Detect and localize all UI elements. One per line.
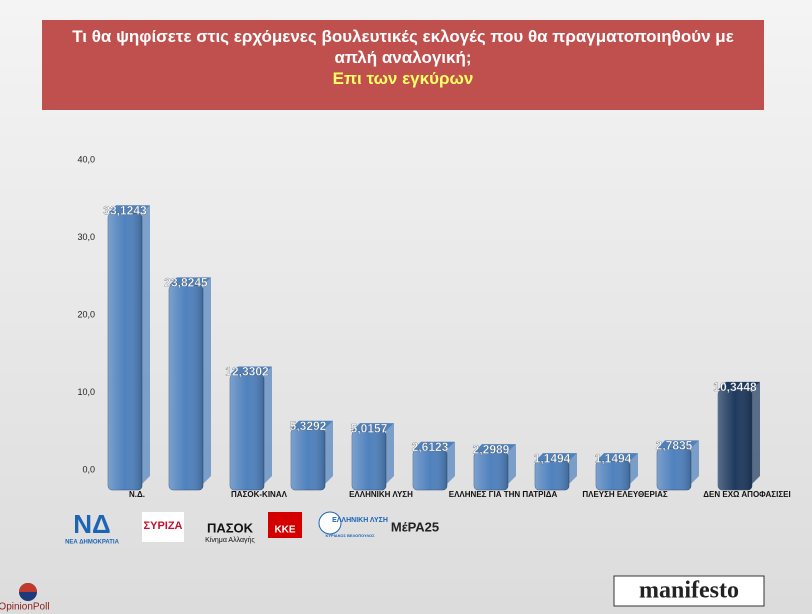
- value-label: 33,1243: [103, 203, 147, 217]
- value-label: 23,8245: [164, 276, 208, 290]
- value-label: 2,2989: [473, 442, 510, 456]
- bar-side: [508, 444, 516, 484]
- bar-side: [569, 453, 577, 484]
- bar-shade: [474, 452, 508, 490]
- bar-shade: [352, 431, 386, 490]
- y-tick-label: 20,0: [77, 309, 95, 319]
- logo-box: [268, 512, 302, 538]
- logo: Κίνημα Αλλαγής: [205, 536, 255, 544]
- bar-shade: [657, 448, 691, 490]
- y-tick-label: 30,0: [77, 232, 95, 242]
- x-tick-label: ΠΑΣΟΚ-ΚΙΝΑΛ: [231, 490, 288, 499]
- publisher: manifesto: [639, 578, 739, 604]
- source: OpinionPoll: [0, 602, 50, 613]
- bar-shade: [413, 449, 447, 490]
- y-tick-label: 10,0: [77, 387, 95, 397]
- bar-side: [630, 453, 638, 484]
- chart-title: Τι θα ψηφίσετε στις ερχόμενες βουλευτικέ…: [72, 27, 734, 67]
- bar-shade: [291, 428, 325, 490]
- bar-top: [108, 205, 150, 214]
- value-label: 2,6123: [412, 440, 449, 454]
- bar-side: [142, 205, 150, 484]
- bar-top: [596, 453, 638, 462]
- source-icon: [19, 583, 37, 592]
- value-label: 5,3292: [290, 419, 327, 433]
- bar-shade: [535, 461, 569, 490]
- logo: ΝΕΑ ΔΗΜΟΚΡΑΤΙΑ: [65, 540, 119, 546]
- logo: ΝΔ: [73, 509, 110, 539]
- value-label: 1,1494: [534, 451, 571, 465]
- bar-top: [535, 453, 577, 462]
- bar-top: [474, 444, 516, 453]
- bar-shade: [596, 461, 630, 490]
- bar-top: [230, 366, 272, 375]
- logo: ΣΥΡΙΖΑ: [144, 520, 183, 532]
- logo: ΕΛΛΗΝΙΚΗ ΛΥΣΗ: [332, 517, 388, 524]
- bar-top: [291, 420, 333, 429]
- value-label: 1,1494: [595, 451, 632, 465]
- bar-side: [447, 441, 455, 484]
- bar-top: [169, 277, 211, 286]
- bar-side: [264, 366, 272, 484]
- x-tick-label: ΠΛΕΥΣΗ ΕΛΕΥΘΕΡΙΑΣ: [582, 490, 668, 499]
- value-label: 2,7835: [656, 439, 693, 453]
- x-tick-label: Ν.Δ.: [129, 490, 145, 499]
- x-tick-label: ΕΛΛΗΝΙΚΗ ΛΥΣΗ: [349, 490, 413, 499]
- logo: ΚΚΕ: [274, 525, 295, 536]
- bar-side: [752, 381, 760, 484]
- bar-shade: [108, 213, 142, 490]
- bar-top: [413, 441, 455, 450]
- publisher-box: [613, 575, 765, 607]
- title-box: [42, 20, 764, 110]
- chart-subtitle: Επι των εγκύρων: [332, 69, 474, 88]
- bar-shade: [230, 374, 264, 490]
- logo: ΠΑΣΟΚ: [207, 520, 254, 535]
- logo: ΜέΡΑ25: [391, 519, 439, 534]
- bar-top: [352, 423, 394, 432]
- bar-side: [325, 420, 333, 484]
- value-label: 5,0157: [351, 421, 388, 435]
- logo-circle: [318, 511, 342, 535]
- logo-row: ΝΔ ΝΕΑ ΔΗΜΟΚΡΑΤΙΑ ΣΥΡΙΖΑ ΠΑΣΟΚ Κίνημα Αλ…: [65, 509, 439, 546]
- bar-top: [657, 440, 699, 449]
- bar-side: [386, 423, 394, 484]
- x-tick-label: ΔΕΝ ΕΧΩ ΑΠΟΦΑΣΙΣΕΙ: [703, 490, 790, 499]
- logo: ΚΥΡΙΑΚΟΣ ΒΕΛΟΠΟΥΛΟΣ: [325, 533, 375, 538]
- value-label: 10,3448: [713, 380, 757, 394]
- y-tick-label: 40,0: [77, 154, 95, 164]
- bar-shade: [718, 389, 752, 490]
- bar-shade: [169, 285, 203, 490]
- x-tick-label: ΕΛΛΗΝΕΣ ΓΙΑ ΤΗΝ ΠΑΤΡΙΔΑ: [449, 490, 558, 499]
- bar-top: [718, 381, 760, 390]
- title-wrap: Τι θα ψηφίσετε στις ερχόμενες βουλευτικέ…: [72, 27, 734, 88]
- logo-box: [142, 512, 184, 542]
- y-tick-label: 0,0: [82, 464, 95, 474]
- bar-side: [691, 440, 699, 484]
- bar-side: [203, 277, 211, 484]
- value-label: 12,3302: [225, 365, 269, 379]
